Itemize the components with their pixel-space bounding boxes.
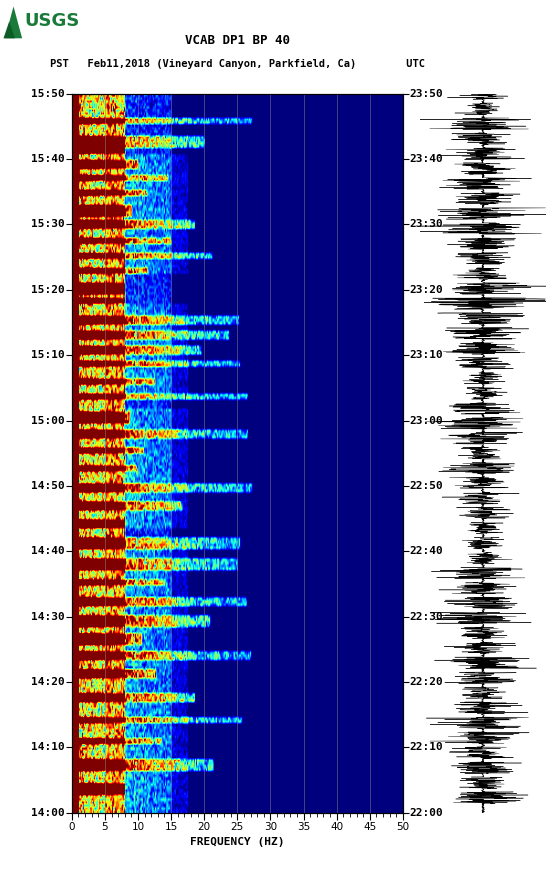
Text: 15:00: 15:00 xyxy=(31,415,65,426)
Text: 22:40: 22:40 xyxy=(410,547,443,556)
PathPatch shape xyxy=(3,21,15,38)
Text: 15:10: 15:10 xyxy=(31,350,65,360)
Text: 22:30: 22:30 xyxy=(410,612,443,622)
Text: 14:10: 14:10 xyxy=(31,742,65,752)
Text: 22:10: 22:10 xyxy=(410,742,443,752)
Text: 14:40: 14:40 xyxy=(31,547,65,556)
Text: 23:10: 23:10 xyxy=(410,350,443,360)
Text: 14:30: 14:30 xyxy=(31,612,65,622)
Text: 23:50: 23:50 xyxy=(410,88,443,99)
Text: 23:20: 23:20 xyxy=(410,285,443,295)
Text: 14:20: 14:20 xyxy=(31,677,65,687)
Text: PST   Feb11,2018 (Vineyard Canyon, Parkfield, Ca)        UTC: PST Feb11,2018 (Vineyard Canyon, Parkfie… xyxy=(50,59,425,70)
X-axis label: FREQUENCY (HZ): FREQUENCY (HZ) xyxy=(190,837,285,847)
Text: 23:00: 23:00 xyxy=(410,415,443,426)
Text: 23:30: 23:30 xyxy=(410,220,443,230)
Text: VCAB DP1 BP 40: VCAB DP1 BP 40 xyxy=(185,34,290,46)
Text: 14:00: 14:00 xyxy=(31,807,65,818)
PathPatch shape xyxy=(5,6,22,38)
Text: 15:20: 15:20 xyxy=(31,285,65,295)
Text: 15:30: 15:30 xyxy=(31,220,65,230)
Text: 22:00: 22:00 xyxy=(410,807,443,818)
Text: 15:50: 15:50 xyxy=(31,88,65,99)
Text: 15:40: 15:40 xyxy=(31,154,65,164)
Text: USGS: USGS xyxy=(24,13,79,30)
Text: 23:40: 23:40 xyxy=(410,154,443,164)
Text: 14:50: 14:50 xyxy=(31,480,65,491)
Text: 22:20: 22:20 xyxy=(410,677,443,687)
Text: 22:50: 22:50 xyxy=(410,480,443,491)
